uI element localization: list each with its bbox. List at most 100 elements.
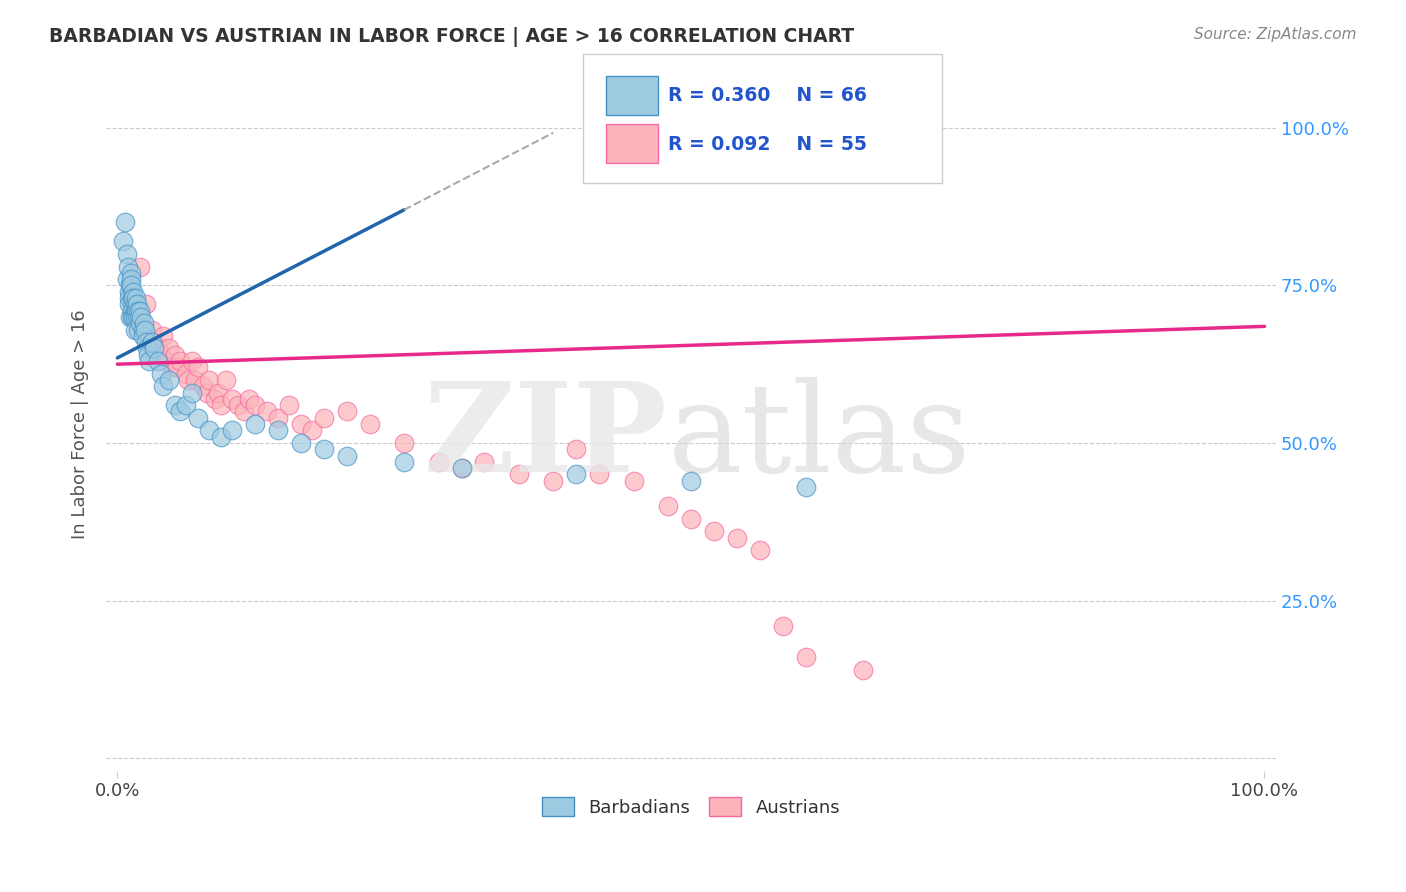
Point [132, 316, 155, 330]
Point [187, 410, 209, 425]
Point [181, 385, 204, 400]
Point [184, 373, 207, 387]
Y-axis label: In Labor Force | Age > 16: In Labor Force | Age > 16 [72, 310, 89, 539]
Point [193, 379, 215, 393]
Point [772, 619, 794, 633]
Point [278, 398, 301, 412]
Text: R = 0.360    N = 66: R = 0.360 N = 66 [668, 86, 866, 105]
Point [267, 410, 290, 425]
Point [125, 291, 148, 305]
Point [131, 322, 153, 336]
Point [243, 417, 266, 431]
Point [131, 328, 153, 343]
Text: atlas: atlas [668, 377, 972, 499]
Point [125, 297, 148, 311]
Point [243, 398, 266, 412]
Point [146, 354, 169, 368]
Point [794, 650, 817, 665]
Point [141, 322, 163, 336]
Point [115, 247, 138, 261]
Point [267, 423, 290, 437]
Point [131, 310, 153, 324]
Point [152, 328, 174, 343]
Point [115, 272, 138, 286]
Point [125, 310, 148, 324]
Point [143, 335, 166, 350]
Point [118, 291, 141, 305]
Point [565, 467, 588, 482]
Point [149, 367, 172, 381]
Point [141, 335, 163, 350]
Point [157, 342, 180, 356]
Point [129, 260, 152, 274]
Point [121, 310, 143, 324]
Point [290, 436, 312, 450]
Point [623, 474, 645, 488]
Point [312, 410, 335, 425]
Point [128, 310, 150, 324]
Point [125, 303, 148, 318]
Point [143, 342, 166, 356]
Point [124, 297, 146, 311]
Point [215, 373, 238, 387]
Point [427, 455, 450, 469]
Point [679, 511, 702, 525]
Point [748, 543, 770, 558]
Point [336, 449, 359, 463]
Point [657, 499, 679, 513]
Point [118, 297, 141, 311]
Point [198, 373, 221, 387]
Point [121, 297, 143, 311]
Point [127, 322, 149, 336]
Point [336, 404, 359, 418]
Point [114, 215, 136, 229]
Point [163, 398, 186, 412]
Point [181, 354, 204, 368]
Point [174, 398, 197, 412]
Point [588, 467, 610, 482]
Point [169, 354, 191, 368]
Point [508, 467, 530, 482]
Point [129, 316, 152, 330]
Point [209, 430, 232, 444]
Point [565, 442, 588, 457]
Point [474, 455, 496, 469]
Point [124, 322, 146, 336]
Point [135, 335, 157, 350]
Point [117, 260, 139, 274]
Point [112, 235, 135, 249]
Point [118, 285, 141, 299]
Point [725, 531, 748, 545]
Point [852, 663, 875, 677]
Text: Source: ZipAtlas.com: Source: ZipAtlas.com [1194, 27, 1357, 42]
Point [127, 303, 149, 318]
Point [163, 348, 186, 362]
Point [221, 392, 243, 406]
Point [152, 379, 174, 393]
Point [120, 272, 142, 286]
Point [794, 480, 817, 494]
Point [359, 417, 381, 431]
Point [134, 322, 156, 336]
Point [136, 342, 159, 356]
Point [450, 461, 472, 475]
Text: R = 0.092    N = 55: R = 0.092 N = 55 [668, 135, 866, 154]
Point [392, 436, 415, 450]
Point [162, 360, 184, 375]
Point [177, 373, 200, 387]
Text: ZIP: ZIP [423, 377, 668, 499]
Point [166, 360, 188, 375]
Point [122, 291, 145, 305]
Text: BARBADIAN VS AUSTRIAN IN LABOR FORCE | AGE > 16 CORRELATION CHART: BARBADIAN VS AUSTRIAN IN LABOR FORCE | A… [49, 27, 855, 46]
Point [146, 342, 169, 356]
Point [195, 385, 218, 400]
Point [450, 461, 472, 475]
Point [238, 392, 260, 406]
Point [135, 297, 157, 311]
Point [198, 423, 221, 437]
Point [679, 474, 702, 488]
Point [221, 423, 243, 437]
Point [124, 303, 146, 318]
Point [121, 291, 143, 305]
Point [301, 423, 323, 437]
